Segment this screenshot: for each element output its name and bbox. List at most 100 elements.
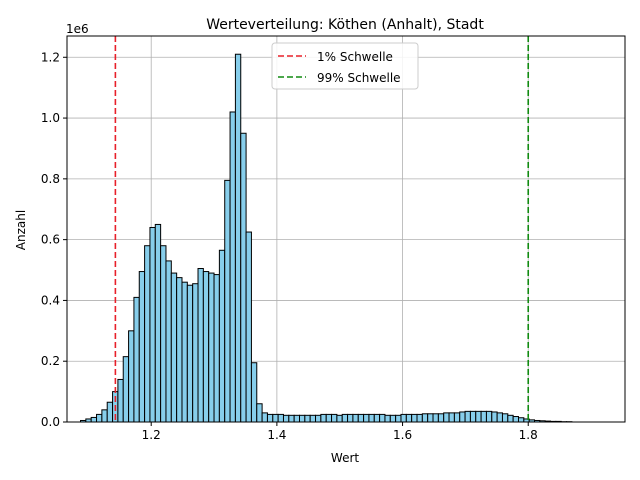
histogram-bar — [352, 413, 359, 423]
histogram-bar — [373, 413, 381, 423]
chart-title: Werteverteilung: Köthen (Anhalt), Stadt — [206, 17, 484, 33]
histogram-bar — [496, 412, 503, 423]
histogram-bar — [293, 414, 300, 423]
x-tick-label: 1.8 — [519, 428, 538, 442]
histogram-bar — [411, 413, 418, 423]
histogram-bar — [288, 414, 295, 423]
histogram-bar — [347, 413, 354, 423]
histogram-bar — [325, 413, 333, 423]
histogram-bar — [320, 413, 327, 423]
histogram-bar — [213, 274, 220, 423]
histogram-bar — [485, 410, 493, 423]
x-tick-label: 1.6 — [393, 428, 412, 442]
histogram-bar — [149, 226, 156, 423]
histogram-bar — [272, 413, 279, 423]
histogram-bar — [128, 330, 135, 423]
plot-frame — [66, 35, 626, 423]
legend: 1% Schwelle 99% Schwelle — [271, 42, 419, 90]
histogram-bar — [517, 417, 525, 423]
histogram-bar — [202, 271, 210, 423]
histogram-bar — [234, 53, 242, 423]
x-axis-label: Wert — [331, 451, 359, 465]
histogram-bar — [384, 414, 391, 423]
x-axis-ticks: 1.2 1.4 1.6 1.8 — [142, 422, 538, 442]
threshold-lines — [114, 36, 530, 422]
histogram-bar — [405, 413, 413, 423]
bars — [80, 53, 573, 423]
histogram-bar — [117, 378, 124, 423]
histogram-bar — [101, 409, 108, 423]
histogram-bar — [245, 231, 252, 423]
histogram-bar — [453, 412, 461, 423]
histogram-bar — [192, 283, 199, 423]
histogram-bar — [437, 413, 445, 423]
histogram-bar — [331, 413, 338, 423]
histogram-bar — [309, 414, 317, 423]
histogram-bar — [176, 277, 183, 423]
histogram-bar — [250, 362, 258, 423]
histogram-bar — [224, 179, 231, 423]
histogram-bar — [448, 412, 455, 423]
histogram-bar — [106, 401, 114, 423]
histogram-bar — [197, 268, 204, 423]
y-tick-label: 0.6 — [41, 233, 60, 247]
histogram-bar — [170, 272, 178, 423]
histogram-bar — [96, 413, 103, 423]
histogram-bar — [389, 414, 397, 423]
histogram-bar — [432, 413, 439, 423]
histogram-bar — [144, 245, 151, 423]
histogram-bar — [154, 223, 162, 423]
histogram-bar — [427, 413, 434, 423]
histogram-bar — [90, 416, 98, 423]
histogram-bar — [277, 413, 284, 423]
y-axis-ticks: 0.0 0.2 0.4 0.6 0.8 1.0 1.2 — [41, 50, 67, 429]
histogram-bar — [469, 410, 477, 423]
y-tick-label: 0.8 — [41, 172, 60, 186]
legend-box — [271, 42, 419, 90]
y-multiplier-label: 1e6 — [66, 22, 89, 36]
histogram-bar — [368, 413, 375, 423]
histogram-bar — [363, 413, 370, 423]
histogram-bar — [256, 403, 263, 423]
histogram-bar — [299, 414, 306, 423]
y-tick-label: 1.0 — [41, 111, 60, 125]
histogram-bar — [357, 413, 365, 423]
histogram-bar — [464, 410, 471, 423]
y-tick-label: 0.0 — [41, 415, 60, 429]
histogram-bar — [229, 111, 236, 423]
histogram-bar — [475, 410, 482, 423]
histogram-bar — [459, 411, 466, 423]
x-tick-label: 1.4 — [267, 428, 286, 442]
histogram-bar — [400, 413, 407, 423]
histogram-bar — [395, 414, 402, 423]
y-tick-label: 1.2 — [41, 50, 60, 64]
histogram-bar — [304, 414, 311, 423]
histogram-bar — [186, 284, 194, 423]
histogram-bar — [501, 413, 509, 423]
y-tick-label: 0.2 — [41, 354, 60, 368]
histogram-bar — [491, 411, 498, 423]
histogram-bar — [341, 413, 349, 423]
histogram-bar — [138, 271, 146, 423]
x-tick-label: 1.2 — [142, 428, 161, 442]
histogram-bar — [421, 413, 429, 423]
histogram-bar — [218, 249, 226, 423]
legend-label-99pct: 99% Schwelle — [317, 71, 401, 85]
histogram-bar — [133, 296, 140, 423]
histogram-bar — [512, 416, 519, 423]
histogram-bar — [507, 414, 514, 423]
histogram-bar — [240, 132, 247, 423]
histogram-bar — [122, 356, 130, 423]
histogram-bar — [480, 410, 487, 423]
histogram-bar — [443, 412, 450, 423]
legend-label-1pct: 1% Schwelle — [317, 50, 393, 64]
histogram-bar — [315, 414, 322, 423]
histogram-bar — [336, 414, 343, 423]
histogram-bar — [266, 413, 274, 423]
histogram-bar — [416, 413, 423, 423]
histogram-bar — [208, 272, 215, 423]
y-axis-label: Anzahl — [14, 210, 28, 250]
histogram-bar — [165, 260, 172, 423]
histogram-bar — [181, 281, 188, 423]
